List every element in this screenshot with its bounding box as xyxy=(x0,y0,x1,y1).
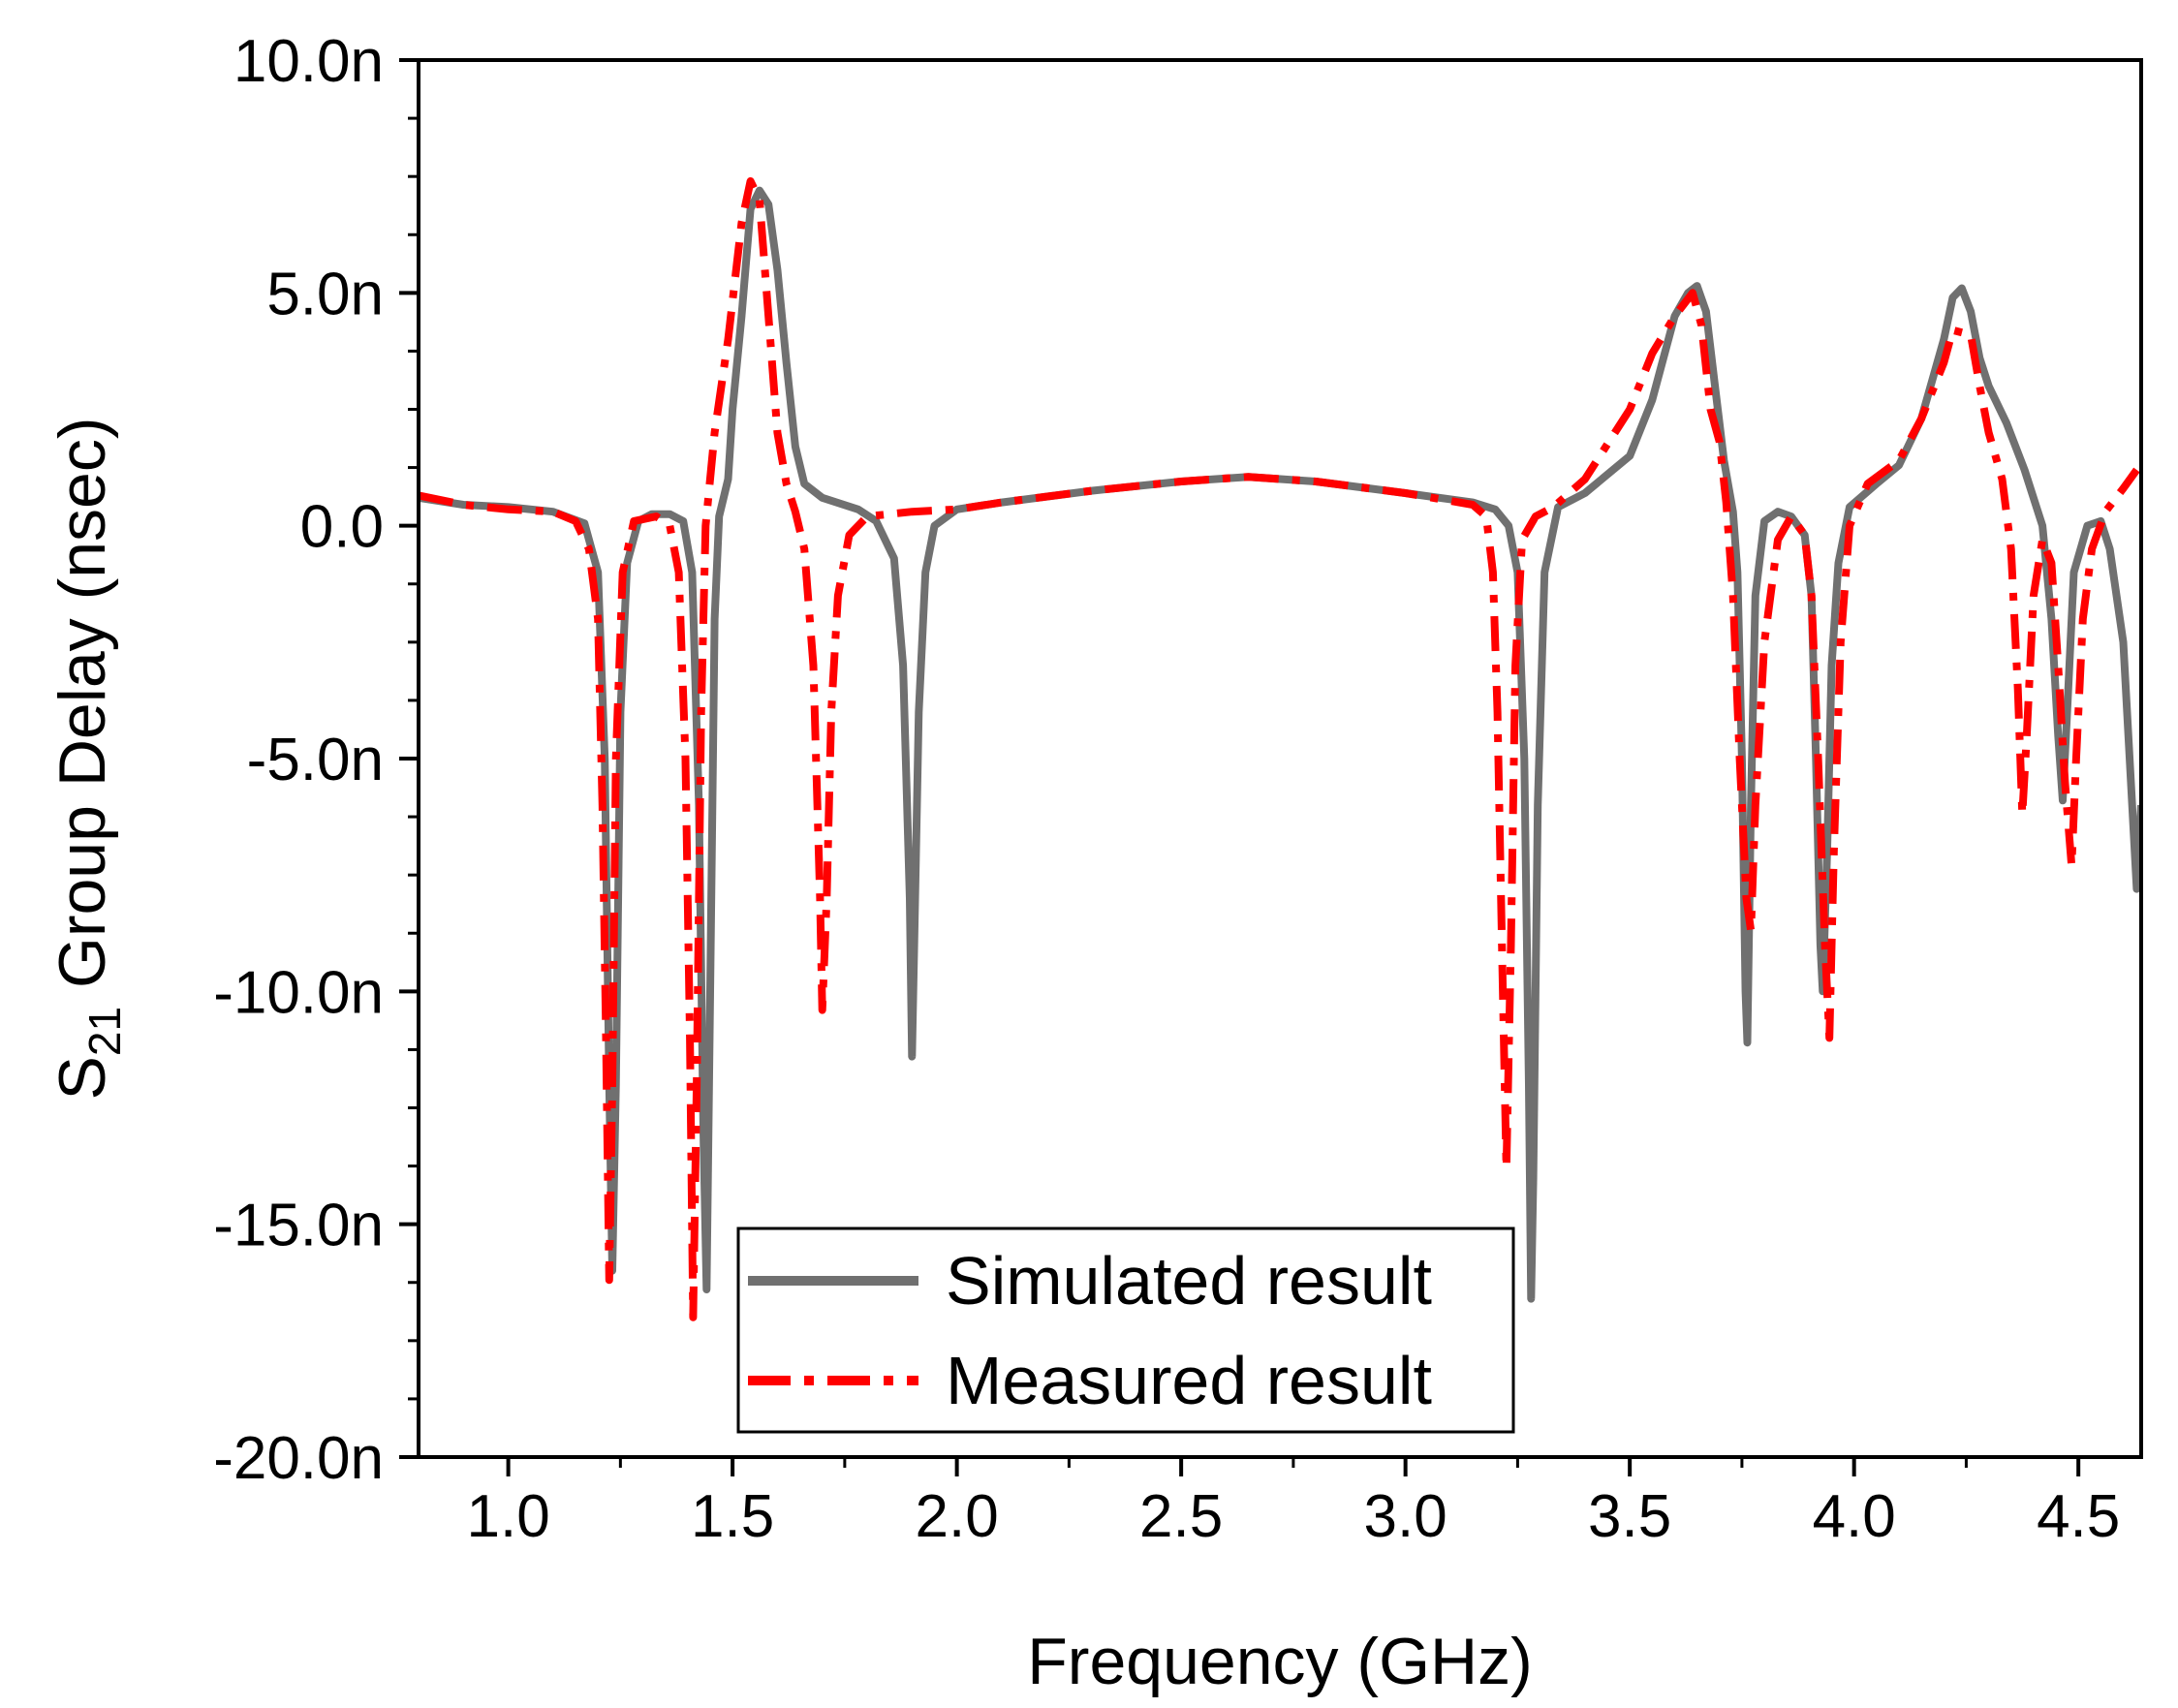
legend-label-simulated: Simulated result xyxy=(946,1243,1432,1319)
series-line-simulated xyxy=(419,186,2141,1303)
y-tick-label: -20.0n xyxy=(213,1425,384,1492)
y-tick-label: 10.0n xyxy=(233,28,384,95)
x-tick-label: 4.5 xyxy=(2037,1483,2120,1550)
plot-frame xyxy=(417,58,2143,1459)
legend: Simulated result Measured result xyxy=(736,1227,1515,1434)
legend-box xyxy=(736,1227,1515,1434)
x-tick-label: 3.0 xyxy=(1364,1483,1447,1550)
series-line-measured xyxy=(419,177,2140,1321)
y-axis-title-main: S xyxy=(46,1056,119,1100)
x-tick-label: 2.5 xyxy=(1139,1483,1223,1550)
y-axis-title-subscript: 21 xyxy=(79,1007,130,1056)
y-axis-title: S21 Group Delay (nsec) xyxy=(46,418,130,1101)
x-tick-label: 3.5 xyxy=(1588,1483,1671,1550)
x-tick-label: 1.5 xyxy=(691,1483,774,1550)
series-layer xyxy=(419,177,2141,1321)
tick-labels: 1.0 1.5 2.0 2.5 3.0 3.5 4.0 4.5 -20.0n -15.0n -10.… xyxy=(213,28,2120,1550)
y-tick-label: 5.0n xyxy=(266,261,384,327)
legend-label-measured: Measured result xyxy=(946,1343,1432,1418)
y-tick-label: 0.0 xyxy=(300,494,384,561)
y-tick-label: -15.0n xyxy=(213,1193,384,1259)
x-tick-label: 4.0 xyxy=(1813,1483,1896,1550)
y-tick-label: -5.0n xyxy=(247,727,384,793)
y-axis-title-rest: Group Delay (nsec) xyxy=(46,418,119,1007)
x-tick-label: 2.0 xyxy=(916,1483,999,1550)
x-axis-title: Frequency (GHz) xyxy=(1027,1625,1532,1698)
y-tick-label: -10.0n xyxy=(213,959,384,1026)
x-tick-label: 1.0 xyxy=(467,1483,550,1550)
